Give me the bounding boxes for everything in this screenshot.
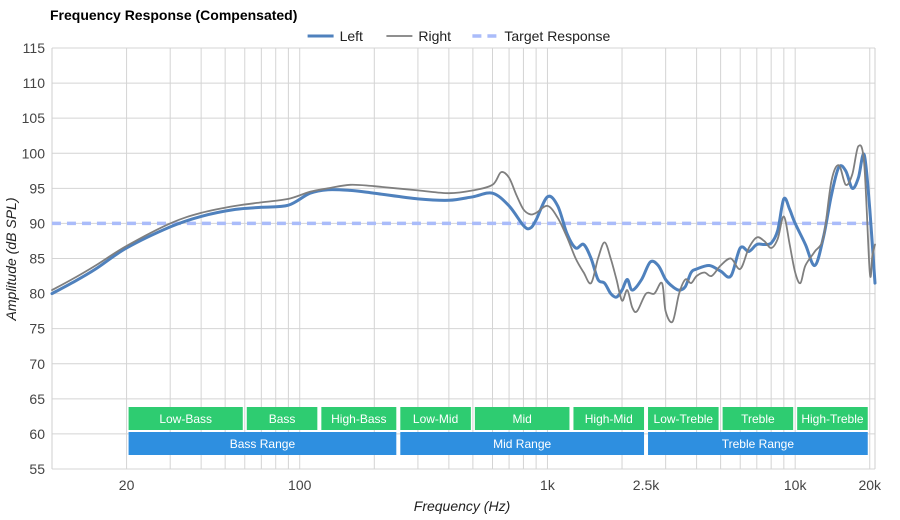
- x-tick-label: 10k: [784, 477, 808, 493]
- y-axis-title: Amplitude (dB SPL): [3, 198, 19, 322]
- y-tick-label: 90: [29, 215, 45, 231]
- band-bass-range: [128, 432, 397, 455]
- band-bass: [246, 407, 318, 430]
- x-tick-labels: 20 100 1k 2.5k 10k 20k: [119, 477, 882, 493]
- band-label: Mid Range: [493, 437, 551, 451]
- band-label: Low-Treble: [654, 412, 714, 426]
- band-label: Treble Range: [722, 437, 795, 451]
- y-tick-label: 95: [29, 180, 45, 196]
- x-tick-label: 20: [119, 477, 135, 493]
- band-treble-range: [648, 432, 868, 455]
- legend-label: Right: [418, 28, 451, 44]
- band-mid: [474, 407, 570, 430]
- band-low-mid: [400, 407, 471, 430]
- series-lines: [50, 144, 877, 324]
- y-tick-label: 115: [23, 40, 46, 56]
- band-treble: [722, 407, 794, 430]
- y-tick-label: 70: [29, 356, 45, 372]
- y-tick-label: 100: [22, 145, 46, 161]
- band-label: Mid: [512, 412, 531, 426]
- x-tick-label: 100: [288, 477, 312, 493]
- band-high-bass: [321, 407, 397, 430]
- band-label: High-Treble: [801, 412, 864, 426]
- grid: [51, 47, 876, 470]
- legend: Left Right Target Response: [307, 28, 610, 44]
- band-label: Low-Bass: [159, 412, 212, 426]
- band-mid-range: [400, 432, 645, 455]
- y-tick-label: 80: [29, 286, 45, 302]
- band-label: Bass Range: [230, 437, 296, 451]
- y-tick-label: 75: [29, 321, 45, 337]
- x-axis-title: Frequency (Hz): [414, 498, 510, 514]
- y-tick-label: 65: [29, 391, 45, 407]
- band-low-treble: [648, 407, 719, 430]
- x-tick-label: 2.5k: [633, 477, 660, 493]
- y-tick-labels: 55 60 65 70 75 80 85 90 95 100 105 110 115: [22, 40, 46, 477]
- band-label: High-Mid: [585, 412, 633, 426]
- frequency-bands: Low-Bass Bass High-Bass Low-Mid Mid High-Mid L…: [128, 407, 868, 455]
- band-label: Bass: [269, 412, 296, 426]
- band-high-mid: [573, 407, 645, 430]
- series-right: [51, 144, 876, 324]
- band-low-bass: [128, 407, 243, 430]
- band-high-treble: [797, 407, 868, 430]
- y-tick-label: 105: [22, 110, 46, 126]
- y-tick-label: 110: [23, 75, 46, 91]
- x-tick-label: 1k: [540, 477, 556, 493]
- chart-title: Frequency Response (Compensated): [50, 7, 297, 23]
- legend-label: Target Response: [504, 28, 610, 44]
- x-tick-label: 20k: [858, 477, 882, 493]
- y-tick-label: 85: [29, 251, 45, 267]
- band-label: Low-Mid: [413, 412, 458, 426]
- legend-label: Left: [340, 28, 363, 44]
- y-tick-label: 60: [29, 426, 45, 442]
- band-label: High-Bass: [331, 412, 386, 426]
- band-label: Treble: [741, 412, 775, 426]
- series-left: [50, 152, 877, 299]
- y-tick-label: 55: [29, 461, 45, 477]
